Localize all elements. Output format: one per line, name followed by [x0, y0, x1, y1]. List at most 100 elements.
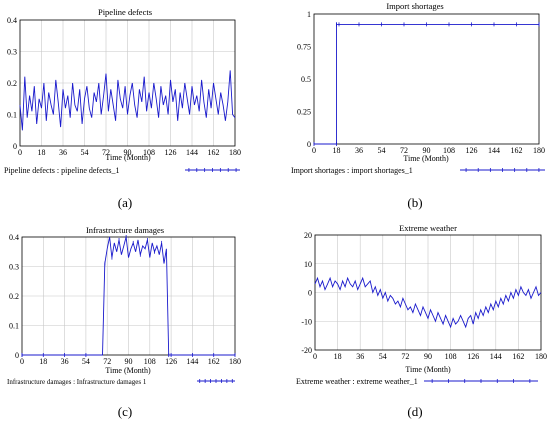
x-tick-label: 36 [356, 352, 364, 361]
x-tick-label: 90 [423, 146, 431, 155]
grid-a [20, 20, 235, 146]
x-tick-label: 162 [512, 352, 524, 361]
y-tick-label: 0.75 [297, 43, 311, 52]
y-tick-label: 0.1 [7, 111, 17, 120]
x-tick-label: 180 [229, 357, 241, 366]
y-tick-label: 1 [307, 10, 311, 19]
x-tick-label: 18 [334, 352, 342, 361]
y-tick-label: -10 [301, 317, 312, 326]
x-tick-label: 54 [81, 148, 89, 157]
panel-b: Import shortages 0 0.25 0.5 0.75 1 0 18 36 54 72… [291, 1, 545, 210]
x-tick-label: 144 [488, 146, 500, 155]
legend-text-b: Import shortages : import shortages_1 [291, 166, 413, 175]
x-ticks-c: 0 18 36 54 72 90 108 126 144 162 180 [20, 357, 241, 366]
series-line [314, 23, 539, 145]
chart-title-a: Pipeline defects [98, 7, 152, 17]
x-tick-label: 0 [20, 357, 24, 366]
series-line [314, 276, 542, 329]
legend-line-c [197, 379, 235, 383]
x-axis-label-c: Time (Month) [105, 366, 151, 375]
y-tick-label: 0 [308, 289, 312, 298]
x-tick-label: 72 [102, 148, 110, 157]
x-tick-label: 180 [533, 146, 545, 155]
y-tick-label: 0 [15, 351, 19, 360]
series-line [19, 70, 236, 131]
plot-frame-c [21, 236, 236, 356]
panel-d: Extreme weather -20 -10 0 10 20 0 18 36 54 72 90 1… [296, 223, 547, 419]
x-tick-label: 18 [38, 148, 46, 157]
x-tick-label: 18 [39, 357, 47, 366]
x-tick-label: 108 [144, 357, 156, 366]
x-tick-label: 90 [424, 352, 432, 361]
y-tick-label: 10 [304, 260, 312, 269]
series-d [314, 276, 542, 329]
y-tick-label: 0.5 [301, 75, 311, 84]
legend-text-a: Pipeline defects : pipeline defects_1 [4, 166, 120, 175]
x-ticks-a: 0 18 36 54 72 90 108 126 144 162 180 [18, 148, 241, 157]
x-axis-label-d: Time (Month) [405, 365, 451, 374]
y-tick-label: 0.3 [9, 263, 19, 272]
legend-line-d [424, 379, 538, 383]
y-tick-label: 0.25 [297, 108, 311, 117]
legend-text-d: Extreme weather : extreme weather_1 [296, 377, 418, 386]
grid-d [315, 235, 541, 350]
y-tick-label: -20 [301, 346, 312, 355]
y-tick-label: 0.2 [7, 79, 17, 88]
y-tick-label: 0.4 [7, 16, 17, 25]
x-tick-label: 0 [312, 146, 316, 155]
caption-c: (c) [118, 404, 132, 419]
x-tick-label: 126 [165, 148, 177, 157]
x-tick-label: 54 [82, 357, 90, 366]
y-tick-label: 0 [13, 142, 17, 151]
x-tick-label: 126 [467, 352, 479, 361]
x-tick-label: 126 [466, 146, 478, 155]
caption-d: (d) [407, 404, 422, 419]
x-tick-label: 108 [445, 352, 457, 361]
plot-frame-b [313, 13, 540, 145]
chart-title-b: Import shortages [386, 1, 443, 11]
series-b [313, 22, 540, 146]
legend-line-a [185, 168, 240, 172]
x-tick-label: 162 [208, 357, 220, 366]
grid-c [22, 237, 235, 355]
caption-b: (b) [407, 195, 422, 210]
chart-title-c: Infrastructure damages [86, 225, 164, 235]
y-tick-label: 0.2 [9, 292, 19, 301]
x-tick-label: 54 [379, 352, 387, 361]
y-ticks-d: -20 -10 0 10 20 [301, 231, 312, 355]
panel-c: Infrastructure damages 0 0.1 0.2 0.3 0.4 0 18… [7, 225, 241, 419]
plot-frame-a [19, 19, 236, 147]
x-tick-label: 36 [355, 146, 363, 155]
x-ticks-b: 0 18 36 54 72 90 108 126 144 162 180 [312, 146, 545, 155]
x-tick-label: 144 [186, 357, 198, 366]
x-tick-label: 108 [143, 148, 155, 157]
y-tick-label: 20 [304, 231, 312, 240]
y-tick-label: 0.1 [9, 322, 19, 331]
series-c [21, 235, 236, 357]
x-tick-label: 162 [511, 146, 523, 155]
legend-text-c: Infrastructure damages : Infrastructure … [7, 378, 147, 386]
x-tick-label: 18 [333, 146, 341, 155]
x-tick-label: 144 [186, 148, 198, 157]
y-tick-label: 0 [307, 140, 311, 149]
x-tick-label: 126 [165, 357, 177, 366]
x-tick-label: 72 [400, 146, 408, 155]
y-tick-label: 0.4 [9, 233, 19, 242]
caption-a: (a) [118, 195, 132, 210]
series-a [19, 70, 236, 131]
x-tick-label: 90 [125, 357, 133, 366]
x-tick-label: 0 [18, 148, 22, 157]
x-tick-label: 180 [229, 148, 241, 157]
x-tick-label: 36 [61, 357, 69, 366]
x-tick-label: 72 [103, 357, 111, 366]
x-tick-label: 144 [490, 352, 502, 361]
y-ticks-a: 0 0.1 0.2 0.3 0.4 [7, 16, 17, 151]
y-ticks-b: 0 0.25 0.5 0.75 1 [297, 10, 311, 149]
x-tick-label: 54 [378, 146, 386, 155]
x-tick-label: 162 [208, 148, 220, 157]
x-tick-label: 180 [535, 352, 547, 361]
series-line [22, 236, 235, 356]
x-axis-label-b: Time (Month) [403, 154, 449, 163]
x-tick-label: 0 [313, 352, 317, 361]
